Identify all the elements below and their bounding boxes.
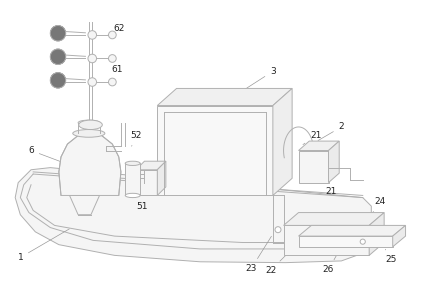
Polygon shape <box>157 88 292 106</box>
Circle shape <box>109 31 116 39</box>
Bar <box>299 236 392 247</box>
Polygon shape <box>15 168 371 263</box>
Ellipse shape <box>73 129 105 137</box>
Text: 62: 62 <box>108 24 124 35</box>
Ellipse shape <box>125 193 140 197</box>
Circle shape <box>88 78 97 86</box>
Polygon shape <box>299 225 405 236</box>
Polygon shape <box>369 213 384 255</box>
Bar <box>299 150 329 183</box>
Circle shape <box>51 49 66 64</box>
Text: 23: 23 <box>246 236 272 273</box>
Text: 51: 51 <box>133 187 148 211</box>
Circle shape <box>51 73 66 88</box>
Text: 1: 1 <box>17 229 69 262</box>
Text: 25: 25 <box>385 249 396 264</box>
Ellipse shape <box>78 120 100 125</box>
Text: 2: 2 <box>318 123 344 141</box>
Bar <box>157 106 273 195</box>
Bar <box>136 170 157 195</box>
Text: 21: 21 <box>303 131 321 144</box>
Text: 61: 61 <box>108 58 122 74</box>
Circle shape <box>51 26 66 41</box>
Polygon shape <box>157 161 166 195</box>
Circle shape <box>88 31 97 39</box>
Circle shape <box>109 78 116 86</box>
Polygon shape <box>299 141 339 150</box>
Polygon shape <box>392 225 405 247</box>
Bar <box>125 163 140 195</box>
Text: 6: 6 <box>28 146 62 162</box>
Polygon shape <box>70 195 100 215</box>
Text: 52: 52 <box>130 131 142 146</box>
Polygon shape <box>329 141 339 183</box>
Polygon shape <box>284 213 384 225</box>
Text: 3: 3 <box>245 67 276 89</box>
Ellipse shape <box>125 161 140 166</box>
Text: 26: 26 <box>323 249 340 274</box>
Text: 22: 22 <box>265 255 286 275</box>
Ellipse shape <box>79 120 102 129</box>
Polygon shape <box>59 133 121 195</box>
Polygon shape <box>136 161 166 170</box>
Circle shape <box>360 239 365 244</box>
Text: 24: 24 <box>369 197 385 219</box>
Bar <box>284 225 369 255</box>
Circle shape <box>88 54 97 63</box>
Polygon shape <box>273 88 292 195</box>
Text: 21: 21 <box>322 181 336 196</box>
Circle shape <box>275 227 281 233</box>
Circle shape <box>109 54 116 62</box>
